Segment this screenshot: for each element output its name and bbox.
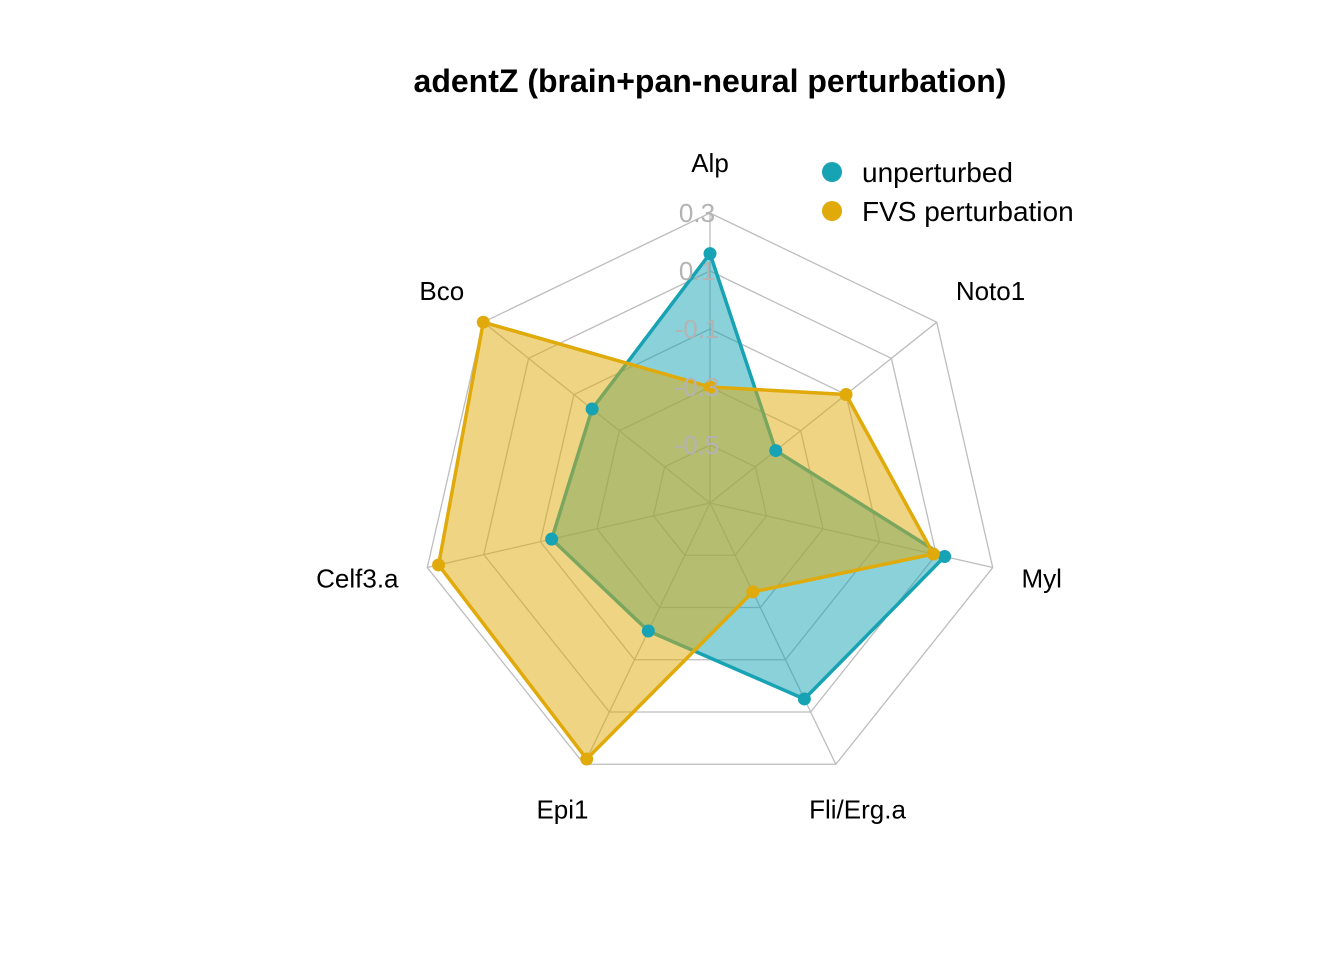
point-unperturbed-epi1	[641, 624, 655, 638]
point-unperturbed-alp	[703, 247, 717, 261]
axis-label-epi1: Epi1	[536, 794, 588, 824]
point-fvs-perturbation-epi1	[580, 752, 594, 766]
point-fvs-perturbation-alp	[703, 380, 717, 394]
axis-label-myl: Myl	[1021, 564, 1061, 594]
points-layer	[432, 247, 952, 766]
axis-label-noto1: Noto1	[956, 276, 1025, 306]
point-fvs-perturbation-fli-erg-a	[746, 585, 760, 599]
tick-label: -0.1	[675, 314, 720, 344]
point-fvs-perturbation-myl	[926, 547, 940, 561]
point-unperturbed-fli-erg-a	[797, 692, 811, 706]
legend-marker-unperturbed	[822, 162, 842, 182]
point-unperturbed-noto1	[769, 444, 783, 458]
axis-label-fli-erg-a: Fli/Erg.a	[809, 794, 906, 824]
tick-label: 0.1	[679, 256, 715, 286]
grid-ring-5	[426, 212, 994, 765]
axis-labels: Alp Noto1 Myl Fli/Erg.a Epi1 Celf3.a Bco	[316, 148, 1062, 824]
axis-label-alp: Alp	[691, 148, 729, 178]
chart-title: adentZ (brain+pan-neural perturbation)	[414, 63, 1007, 99]
legend: unperturbed FVS perturbation	[822, 157, 1074, 227]
legend-label-unperturbed: unperturbed	[862, 157, 1013, 188]
point-unperturbed-myl	[938, 550, 952, 564]
tick-label: -0.5	[675, 430, 720, 460]
point-fvs-perturbation-celf3-a	[432, 558, 446, 572]
axis-label-celf3-a: Celf3.a	[316, 564, 399, 594]
point-unperturbed-celf3-a	[545, 532, 559, 546]
series-area-fvs-perturbation	[436, 320, 936, 761]
tick-label: -0.3	[675, 372, 720, 402]
point-fvs-perturbation-bco	[476, 315, 490, 329]
tick-label: 0.3	[679, 198, 715, 228]
series-layer	[436, 251, 947, 761]
axis-label-bco: Bco	[419, 276, 464, 306]
legend-label-fvs-perturbation: FVS perturbation	[862, 196, 1074, 227]
point-fvs-perturbation-noto1	[839, 388, 853, 402]
point-unperturbed-bco	[585, 402, 599, 416]
legend-marker-fvs-perturbation	[822, 201, 842, 221]
tick-labels: -0.5 -0.3 -0.1 0.1 0.3	[675, 198, 720, 460]
